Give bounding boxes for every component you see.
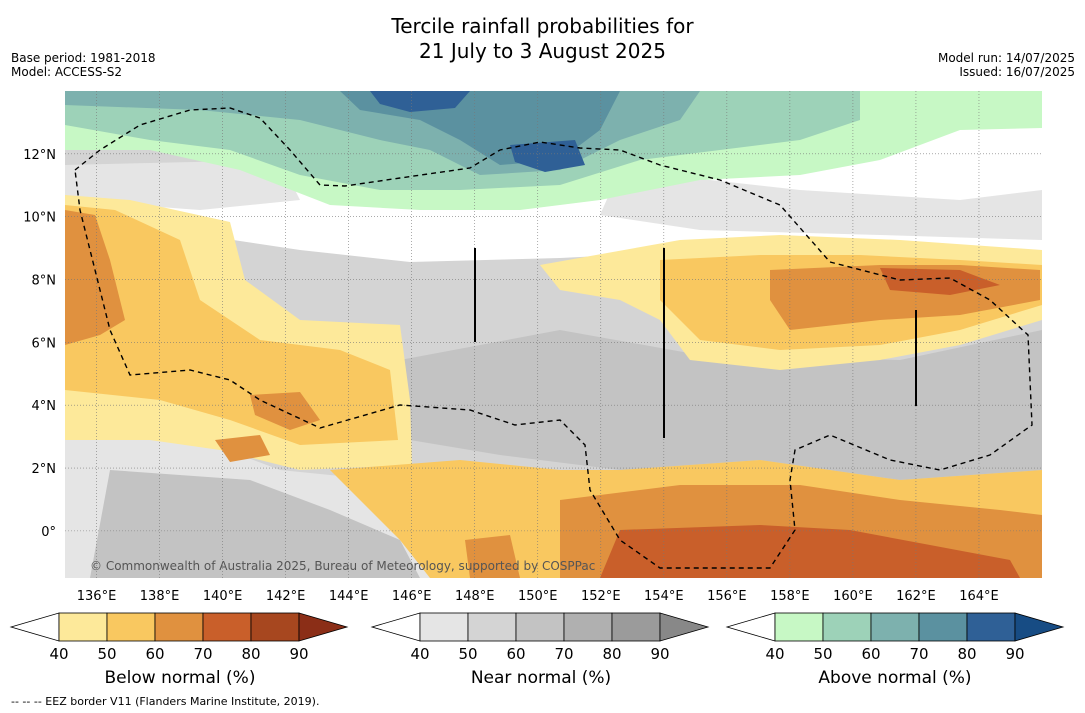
colorbar-segment bbox=[563, 612, 613, 642]
field-above-90a bbox=[370, 91, 470, 112]
field-near-mid bbox=[400, 330, 1042, 480]
copyright-notice: © Commonwealth of Australia 2025, Bureau… bbox=[90, 559, 595, 573]
lon-tick-label: 154°E bbox=[644, 589, 684, 604]
lon-tick-label: 164°E bbox=[959, 589, 999, 604]
colorbar-title-below: Below normal (%) bbox=[104, 668, 256, 688]
colorbar-title-above: Above normal (%) bbox=[818, 668, 972, 688]
lon-tick-label: 160°E bbox=[833, 589, 873, 604]
colorbar-tick-label: 90 bbox=[650, 645, 669, 663]
colorbar-title-near: Near normal (%) bbox=[470, 668, 612, 688]
field-above-90b bbox=[510, 140, 585, 172]
colorbar-tick-label: 50 bbox=[97, 645, 116, 663]
lon-tick-label: 136°E bbox=[77, 589, 117, 604]
colorbar-tick-label: 80 bbox=[602, 645, 621, 663]
lon-tick-label: 146°E bbox=[392, 589, 432, 604]
lat-tick-label: 12°N bbox=[23, 148, 56, 163]
title-line-2: 21 July to 3 August 2025 bbox=[419, 39, 666, 63]
lon-tick-label: 158°E bbox=[770, 589, 810, 604]
lon-tick-label: 140°E bbox=[203, 589, 243, 604]
lon-tick-label: 142°E bbox=[266, 589, 306, 604]
colorbar-max-extend bbox=[659, 612, 710, 642]
colorbar-segment bbox=[419, 612, 469, 642]
colorbar-tick-label: 80 bbox=[957, 645, 976, 663]
field-near-light-2 bbox=[600, 170, 1042, 240]
lon-tick-label: 138°E bbox=[140, 589, 180, 604]
map-title: Tercile rainfall probabilities for 21 Ju… bbox=[0, 14, 1085, 64]
longitude-labels: 136°E 138°E 140°E 142°E 144°E 146°E 148°E 150°E… bbox=[77, 589, 999, 604]
latitude-labels: 0° 2°N 4°N 6°N 8°N 10°N 12°N bbox=[23, 148, 56, 540]
colorbar-segment bbox=[106, 612, 156, 642]
colorbar-segment bbox=[822, 612, 872, 642]
field-below-70-west bbox=[65, 210, 125, 345]
issued-date: Issued: 16/07/2025 bbox=[959, 65, 1075, 79]
colorbar-segment bbox=[611, 612, 661, 642]
field-near-mid-2 bbox=[90, 470, 420, 578]
colorbar-tick-label: 40 bbox=[410, 645, 429, 663]
field-near-light-1 bbox=[65, 160, 300, 210]
colorbar-segment bbox=[250, 612, 300, 642]
meta-right: Model run: 14/07/2025 Issued: 16/07/2025 bbox=[938, 51, 1075, 79]
colorbar-tick-label: 40 bbox=[49, 645, 68, 663]
eez-footnote: -- -- -- EEZ border V11 (Flanders Marine… bbox=[11, 695, 320, 708]
field-below-80-south bbox=[600, 525, 1020, 578]
colorbar-min-extend bbox=[9, 612, 60, 642]
colorbar-tick-label: 80 bbox=[241, 645, 260, 663]
colorbar-tick-label: 40 bbox=[765, 645, 784, 663]
colorbar-tick-label: 60 bbox=[145, 645, 164, 663]
colorbar-tick-label: 60 bbox=[861, 645, 880, 663]
lat-tick-label: 10°N bbox=[23, 211, 56, 226]
title-line-1: Tercile rainfall probabilities for bbox=[391, 14, 694, 38]
colorbar-segment bbox=[515, 612, 565, 642]
colorbar-segment bbox=[202, 612, 252, 642]
colorbar-segment bbox=[467, 612, 517, 642]
colorbar-near-normal: 40 50 60 70 80 90 bbox=[370, 612, 710, 663]
colorbar-below-normal: 40 50 60 70 80 90 bbox=[9, 612, 349, 663]
colorbar-segment bbox=[774, 612, 824, 642]
lon-tick-label: 162°E bbox=[896, 589, 936, 604]
lat-tick-label: 4°N bbox=[32, 399, 57, 414]
model-name: Model: ACCESS-S2 bbox=[11, 65, 123, 79]
colorbar-min-extend bbox=[725, 612, 776, 642]
eez-border bbox=[74, 107, 1033, 569]
lon-tick-label: 152°E bbox=[581, 589, 621, 604]
colorbar-segment bbox=[870, 612, 920, 642]
colorbar-min-extend bbox=[370, 612, 421, 642]
colorbar-above-normal: 40 50 60 70 80 90 bbox=[725, 612, 1065, 663]
lon-tick-label: 150°E bbox=[518, 589, 558, 604]
field-below-60-west bbox=[65, 205, 398, 445]
colorbar-segment bbox=[58, 612, 108, 642]
colorbar-tick-label: 50 bbox=[458, 645, 477, 663]
lon-tick-label: 156°E bbox=[707, 589, 747, 604]
lat-tick-label: 6°N bbox=[32, 336, 57, 351]
colorbar-tick-label: 90 bbox=[289, 645, 308, 663]
colorbar-max-extend bbox=[298, 612, 349, 642]
lat-tick-label: 0° bbox=[41, 525, 56, 540]
colorbar-tick-label: 70 bbox=[554, 645, 573, 663]
colorbar-tick-label: 70 bbox=[193, 645, 212, 663]
field-below-70-patch-3 bbox=[465, 535, 520, 578]
meta-left: Base period: 1981-2018 Model: ACCESS-S2 bbox=[11, 51, 156, 79]
colorbar-segment bbox=[918, 612, 968, 642]
map-field bbox=[65, 91, 1042, 578]
gridlines bbox=[65, 91, 1042, 578]
colorbar-segment bbox=[966, 612, 1016, 642]
colorbar-tick-label: 50 bbox=[813, 645, 832, 663]
lon-tick-label: 148°E bbox=[455, 589, 495, 604]
lat-tick-label: 2°N bbox=[32, 462, 57, 477]
colorbar-segment bbox=[154, 612, 204, 642]
colorbar-tick-label: 70 bbox=[909, 645, 928, 663]
field-below-70-patch-1 bbox=[250, 392, 320, 430]
field-below-70-patch-2 bbox=[215, 435, 270, 462]
base-period: Base period: 1981-2018 bbox=[11, 51, 156, 65]
colorbar-tick-label: 90 bbox=[1005, 645, 1024, 663]
model-run: Model run: 14/07/2025 bbox=[937, 51, 1075, 65]
lat-tick-label: 8°N bbox=[32, 274, 57, 289]
lon-tick-label: 144°E bbox=[329, 589, 369, 604]
colorbar-tick-label: 60 bbox=[506, 645, 525, 663]
colorbar-max-extend bbox=[1014, 612, 1065, 642]
